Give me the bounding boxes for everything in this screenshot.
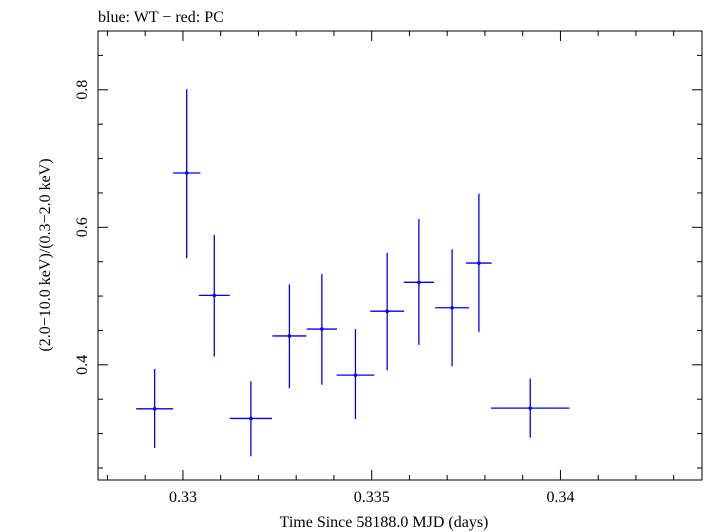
data-point	[370, 252, 405, 371]
point-marker	[353, 373, 358, 377]
x-tick-label: 0.33	[169, 489, 197, 506]
data-point	[336, 329, 375, 420]
y-axis-ticks: 0.4 0.6 0.8	[74, 54, 702, 469]
point-marker	[287, 334, 292, 338]
data-point	[198, 234, 230, 357]
data-point	[435, 249, 470, 367]
plot-frame	[97, 30, 703, 481]
chart-title: blue: WT − red: PC	[98, 9, 224, 26]
x-axis-label: Time Since 58188.0 MJD (days)	[280, 514, 489, 531]
point-marker	[212, 293, 217, 298]
point-marker	[417, 280, 421, 285]
point-marker	[184, 171, 189, 175]
point-marker	[152, 407, 157, 411]
data-point	[229, 381, 273, 457]
y-tick-label: 0.6	[74, 217, 91, 237]
data-point	[173, 89, 201, 259]
data-point	[466, 193, 492, 332]
point-marker	[320, 327, 324, 331]
point-marker	[450, 305, 454, 310]
data-point	[136, 368, 174, 449]
y-axis-label: (2.0−10.0 keV)/(0.3−2.0 keV)	[37, 158, 54, 351]
point-marker	[249, 416, 253, 421]
y-tick-label: 0.8	[74, 80, 91, 100]
x-tick-label: 0.34	[546, 489, 574, 506]
y-tick-label: 0.4	[74, 355, 91, 375]
x-tick-label: 0.335	[354, 489, 390, 506]
point-marker	[528, 406, 533, 410]
point-marker	[477, 261, 481, 265]
data-point	[403, 219, 434, 345]
x-axis-ticks: 0.33 0.335 0.34	[106, 31, 675, 506]
point-marker	[385, 309, 389, 313]
data-points	[136, 89, 570, 457]
data-point	[272, 284, 307, 389]
data-point	[490, 378, 570, 438]
data-point	[306, 274, 337, 385]
